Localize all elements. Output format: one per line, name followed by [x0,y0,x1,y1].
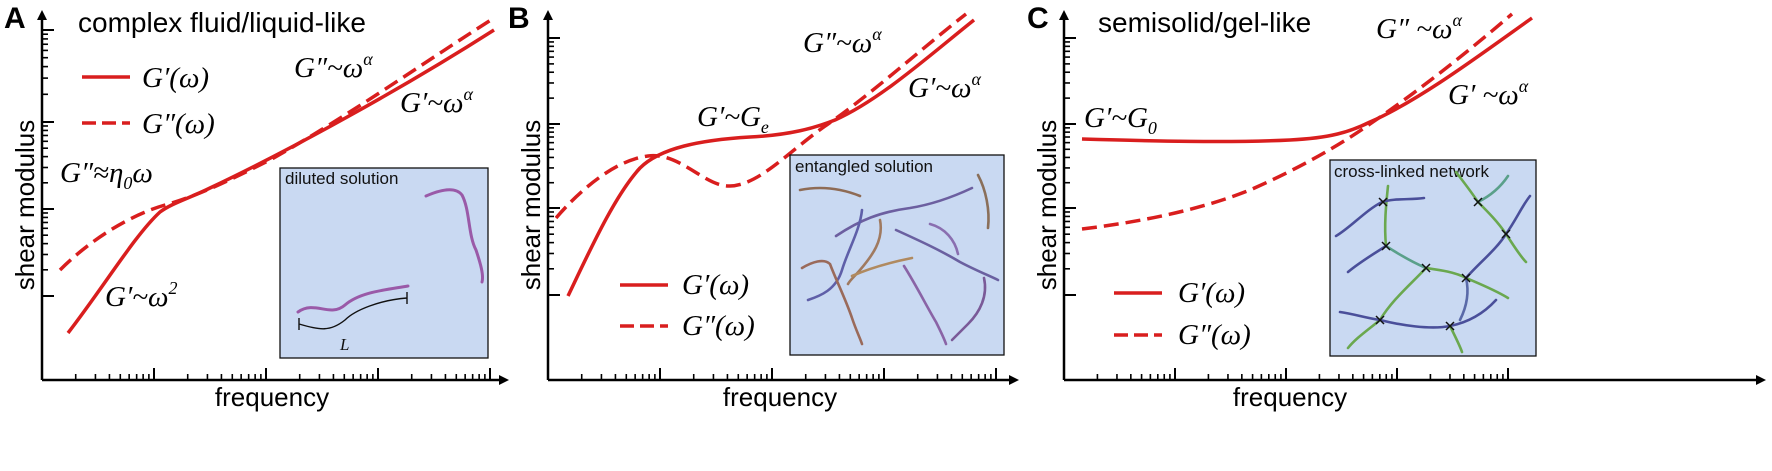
inset-title: cross-linked network [1334,162,1489,181]
panel-letter-a: A [4,2,26,35]
panel-b-high-loss-annotation: G″~ωα [803,24,882,59]
panel-c-high-storage-annotation: G′ ~ωα [1448,76,1529,111]
panel-b-high-storage-annotation: G′~ωα [908,69,981,104]
polymer-chain [902,264,948,346]
polymer-chain [950,276,987,342]
polymer-chain [800,259,864,346]
crosslink-marker [1421,263,1431,273]
network-strand [1383,184,1390,248]
network-strand [1448,324,1464,354]
panel-a-inset: diluted solution L [279,167,489,359]
panel-a-loss-curve [58,16,495,272]
legend-loss-label: G″(ω) [142,108,215,140]
legend-storage-label: G′(ω) [682,269,749,301]
contour-length-bracket [298,292,408,330]
network-strand [1458,276,1469,322]
network-strand [1378,266,1428,322]
polymer-chain [976,173,990,230]
panel-b-loss-curve [554,12,968,220]
panel-c-axes [1059,10,1766,385]
panel-c-title: semisolid/gel-like [1098,7,1311,38]
inset-title: entangled solution [795,157,933,176]
polymer-chain [424,188,484,284]
panel-c-ylabel: shear modulus [1032,120,1062,291]
crosslink-marker [1445,321,1455,331]
panel-letter-b: B [508,2,530,35]
panel-c-plateau-annotation: G′~G0 [1084,102,1157,138]
panel-b-xlabel: frequency [723,382,837,412]
crosslink-marker [1378,197,1388,207]
crosslink-marker [1461,273,1471,283]
polymer-chain [846,218,883,286]
panel-c-inset: cross-linked network [1329,159,1537,357]
network-strand [1346,244,1388,274]
panel-b-storage-curve [566,18,976,297]
inset-title: diluted solution [285,169,398,188]
legend-storage-label: G′(ω) [1178,277,1245,309]
panel-a-high-loss-annotation: G″~ωα [294,49,373,84]
panel-b-axes [543,10,1019,385]
legend-loss-label: G″(ω) [682,310,755,342]
contour-length-label: L [339,335,349,354]
panel-a-xlabel: frequency [215,382,329,412]
panel-b: B frequency shear modulus G′(ω) G″(ω) G′… [508,2,1019,412]
panel-a-high-storage-annotation: G′~ωα [400,84,473,119]
panel-c-high-loss-annotation: G″ ~ωα [1376,10,1462,45]
panel-b-inset: entangled solution [789,154,1005,356]
polymer-chain [850,256,914,278]
polymer-chain [798,186,862,198]
panel-c-xlabel: frequency [1233,382,1347,412]
panel-a: A complex fluid/liquid-like frequency sh… [4,2,509,412]
panel-a-low-loss-annotation: G″≈η0ω [60,157,153,193]
panel-c: C semisolid/gel-like frequency shear mod… [1027,2,1766,412]
panel-c-storage-curve [1081,16,1534,144]
polymer-chain [296,284,410,314]
network-strand [1476,174,1510,204]
panel-a-axes [37,10,509,385]
legend-storage-label: G′(ω) [142,62,209,94]
network-strand [1338,310,1382,322]
polymer-chain [928,222,960,256]
crosslink-marker [1473,197,1483,207]
network-strand [1384,244,1428,270]
panel-b-ylabel: shear modulus [516,120,546,291]
panel-b-plateau-annotation: G′~Ge [697,101,769,137]
panel-c-legend: G′(ω) G″(ω) [1114,277,1251,351]
crosslink-marker [1501,229,1511,239]
polymer-chain [834,186,974,238]
panel-c-loss-curve [1081,12,1514,231]
crosslink-marker [1381,241,1391,251]
polymer-chain [894,228,1000,282]
panel-letter-c: C [1027,2,1049,35]
polymer-chain [806,208,864,302]
legend-loss-label: G″(ω) [1178,319,1251,351]
network-strand [1504,194,1532,236]
panel-a-ylabel: shear modulus [10,120,40,291]
panel-a-low-storage-annotation: G′~ω2 [105,278,177,313]
panel-b-legend: G′(ω) G″(ω) [620,269,755,342]
crosslink-marker [1375,315,1385,325]
panel-a-title: complex fluid/liquid-like [78,7,366,38]
panel-a-legend: G′(ω) G″(ω) [82,62,215,140]
